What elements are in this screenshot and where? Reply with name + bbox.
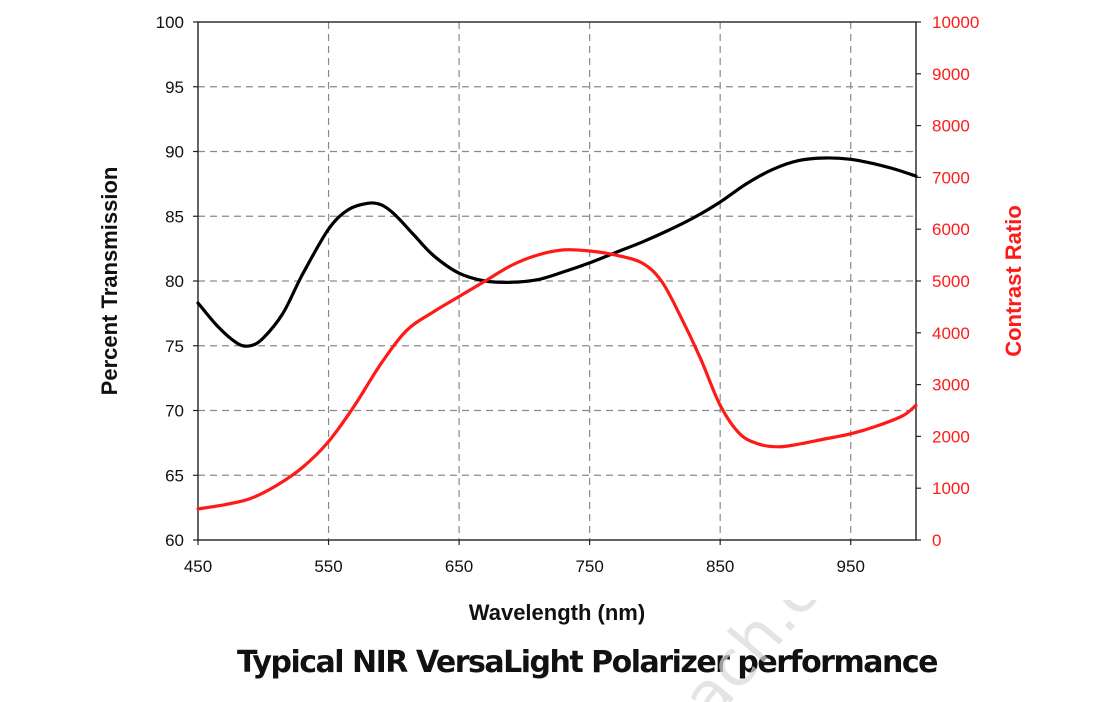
y-axis-label-left: Percent Transmission — [97, 167, 122, 396]
right-tick-label: 6000 — [932, 220, 970, 239]
plot-frame — [197, 21, 917, 541]
right-tick-label: 3000 — [932, 376, 970, 395]
left-tick-label: 60 — [165, 531, 184, 550]
chart-caption: Typical NIR VersaLight Polarizer perform… — [237, 645, 937, 680]
y-axis-label-right: Contrast Ratio — [1001, 205, 1026, 357]
right-tick-label: 2000 — [932, 427, 970, 446]
left-tick-label: 85 — [165, 207, 184, 226]
right-axis-ticks: 0 1000 2000 3000 4000 5000 6000 7000 8000 9000 100… — [916, 13, 979, 550]
left-tick-label: 70 — [165, 402, 184, 421]
x-tick-label: 750 — [575, 557, 603, 576]
right-tick-label: 4000 — [932, 324, 970, 343]
series-layer — [196, 156, 918, 511]
left-axis-ticks: 60 65 70 75 80 85 90 95 100 — [156, 13, 198, 550]
x-tick-label: 950 — [837, 557, 865, 576]
transmission-line — [196, 156, 918, 348]
left-tick-label: 75 — [165, 337, 184, 356]
x-tick-label: 450 — [184, 557, 212, 576]
x-tick-label: 550 — [314, 557, 342, 576]
right-tick-label: 9000 — [932, 65, 970, 84]
x-axis-ticks: 450 550 650 750 850 950 — [184, 540, 865, 576]
left-tick-label: 80 — [165, 272, 184, 291]
x-tick-label: 850 — [706, 557, 734, 576]
right-tick-label: 10000 — [932, 13, 979, 32]
x-tick-label: 650 — [445, 557, 473, 576]
right-tick-label: 0 — [932, 531, 941, 550]
left-tick-label: 65 — [165, 466, 184, 485]
right-tick-label: 1000 — [932, 479, 970, 498]
grid-lines — [198, 22, 916, 540]
left-tick-label: 90 — [165, 143, 184, 162]
right-tick-label: 7000 — [932, 168, 970, 187]
right-tick-label: 5000 — [932, 272, 970, 291]
left-tick-label: 100 — [156, 13, 184, 32]
contrast-ratio-line — [196, 248, 918, 511]
x-axis-label: Wavelength (nm) — [469, 600, 645, 625]
left-tick-label: 95 — [165, 78, 184, 97]
right-tick-label: 8000 — [932, 117, 970, 136]
